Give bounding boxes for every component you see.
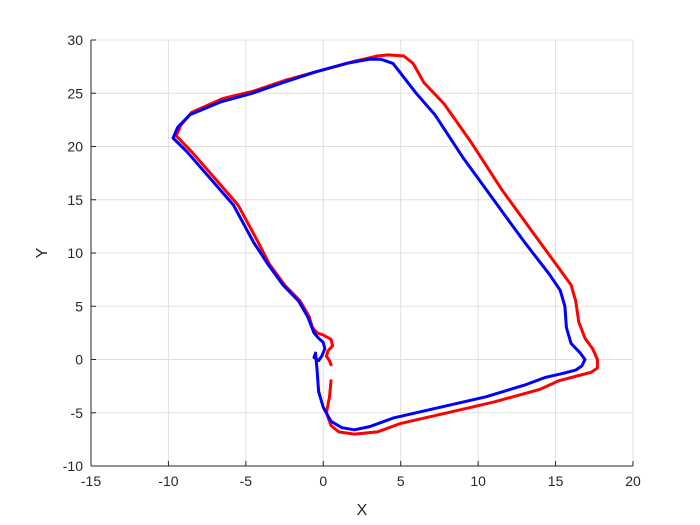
x-tick-label: 15 <box>548 473 564 489</box>
y-tick-label: -5 <box>71 405 84 421</box>
y-tick-label: 15 <box>67 192 83 208</box>
x-tick-label: -10 <box>158 473 178 489</box>
y-tick-label: 10 <box>67 245 83 261</box>
y-tick-label: -10 <box>63 458 83 474</box>
y-tick-label: 5 <box>75 298 83 314</box>
series-group <box>171 53 599 436</box>
x-tick-label: -5 <box>240 473 253 489</box>
x-tick-label: 20 <box>625 473 641 489</box>
y-tick-label: 30 <box>67 32 83 48</box>
y-tick-label: 0 <box>75 352 83 368</box>
x-tick-label: -15 <box>81 473 101 489</box>
y-axis-label: Y <box>34 247 51 258</box>
y-tick-label: 20 <box>67 139 83 155</box>
axes <box>90 39 634 467</box>
y-tick-label: 25 <box>67 85 83 101</box>
x-tick-label: 5 <box>397 473 405 489</box>
x-axis-label: X <box>357 502 368 519</box>
x-tick-label: 10 <box>470 473 486 489</box>
series-line-2 <box>171 57 587 432</box>
x-tick-label: 0 <box>319 473 327 489</box>
